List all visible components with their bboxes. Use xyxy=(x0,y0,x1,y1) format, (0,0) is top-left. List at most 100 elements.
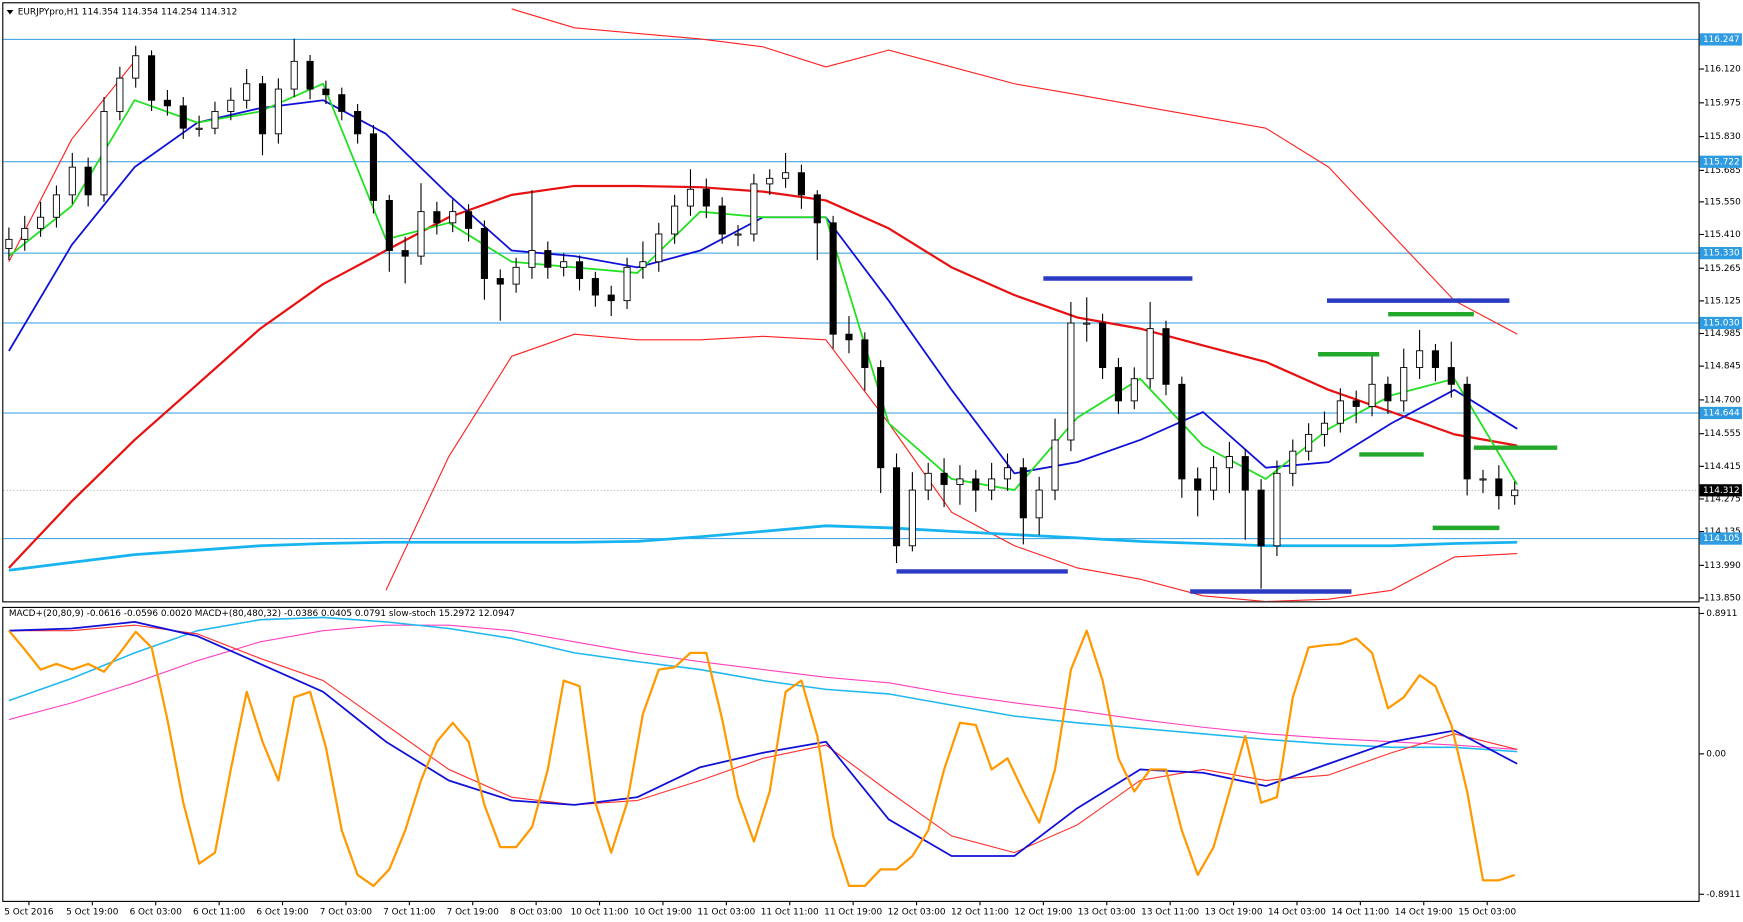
candle-body xyxy=(655,233,663,263)
x-tick-label: 10 Oct 11:00 xyxy=(571,907,629,917)
candle-body xyxy=(1495,478,1503,497)
x-tick-label: 13 Oct 11:00 xyxy=(1141,907,1199,917)
candle-body xyxy=(512,266,520,285)
candle-body xyxy=(591,278,599,296)
candle-body xyxy=(1114,367,1122,402)
candle-body xyxy=(1273,472,1281,547)
y-tick-label: 114.415 xyxy=(1704,462,1741,472)
candle-body xyxy=(797,172,805,196)
candle-body xyxy=(1035,489,1043,519)
x-tick-label: 7 Oct 03:00 xyxy=(320,907,373,917)
candle-body xyxy=(607,294,615,302)
price-plot xyxy=(3,8,1699,602)
y-tick-label: 114.700 xyxy=(1704,395,1741,405)
level-label: 115.722 xyxy=(1703,157,1740,167)
x-tick-label: 12 Oct 03:00 xyxy=(888,907,946,917)
candle-body xyxy=(1479,478,1487,481)
candle-body xyxy=(369,133,378,201)
candle-body xyxy=(829,222,837,335)
y-tick-label: 113.990 xyxy=(1704,561,1741,571)
moving-average xyxy=(8,8,1518,335)
candle-body xyxy=(116,77,124,112)
y-tick-label: 114.135 xyxy=(1704,527,1741,537)
level-label: 115.330 xyxy=(1703,249,1740,259)
candle-body xyxy=(1400,367,1408,402)
candle-body xyxy=(465,211,473,229)
candle-body xyxy=(195,127,203,130)
candle-body xyxy=(1225,456,1233,469)
y-tick-label: 115.265 xyxy=(1704,264,1741,274)
candle-body xyxy=(338,94,346,112)
indicator-line xyxy=(8,616,1518,753)
candle-body xyxy=(132,55,140,79)
y-tick-label: 0.8911 xyxy=(1706,609,1737,619)
candle-body xyxy=(686,188,695,207)
candle-body xyxy=(52,194,61,218)
candle-body xyxy=(924,472,932,491)
y-tick-label: 113.850 xyxy=(1704,593,1741,603)
x-tick-label: 13 Oct 19:00 xyxy=(1205,907,1263,917)
price-panel-frame xyxy=(2,2,1700,603)
candle-body xyxy=(972,478,980,491)
y-tick-label: 114.985 xyxy=(1704,329,1741,339)
candle-body xyxy=(1194,478,1202,491)
candle-body xyxy=(1162,328,1170,385)
candle-body xyxy=(179,105,187,129)
x-tick-label: 11 Oct 19:00 xyxy=(824,907,882,917)
candle-body xyxy=(385,200,393,251)
level-label: 114.105 xyxy=(1703,534,1740,544)
x-tick-label: 12 Oct 11:00 xyxy=(951,907,1009,917)
x-tick-label: 14 Oct 19:00 xyxy=(1395,907,1453,917)
y-tick-label: 114.275 xyxy=(1704,494,1741,504)
y-tick-label: 115.975 xyxy=(1704,98,1741,108)
candle-body xyxy=(322,88,330,96)
level-tag xyxy=(1699,246,1742,260)
candle-body xyxy=(1511,489,1519,497)
candle-body xyxy=(1178,383,1186,480)
candle-body xyxy=(84,166,92,196)
candle-body xyxy=(243,83,251,101)
y-tick-label: 115.410 xyxy=(1704,230,1741,240)
indicator-line xyxy=(8,624,1518,750)
x-tick-label: 13 Oct 03:00 xyxy=(1078,907,1136,917)
candle-body xyxy=(1146,328,1154,380)
candle-body xyxy=(908,489,916,547)
x-tick-label: 14 Oct 03:00 xyxy=(1268,907,1326,917)
y-tick-label: 115.550 xyxy=(1704,197,1741,207)
indicator-line xyxy=(8,624,1518,854)
current-price-label: 114.312 xyxy=(1703,486,1740,496)
candle-body xyxy=(734,233,742,236)
x-tick-label: 6 Oct 19:00 xyxy=(256,907,309,917)
x-tick-label: 5 Oct 2016 xyxy=(4,907,54,917)
indicator-line xyxy=(8,621,1518,857)
moving-average xyxy=(8,524,1518,572)
current-price-tag xyxy=(1699,484,1742,497)
candle-body xyxy=(575,261,584,279)
menu-arrow[interactable] xyxy=(6,10,14,15)
candle-body xyxy=(147,55,156,101)
level-label: 114.644 xyxy=(1703,408,1740,418)
candle-body xyxy=(274,88,282,135)
candle-body xyxy=(1083,322,1091,325)
candle-body xyxy=(1051,439,1059,491)
candle-body xyxy=(750,183,758,235)
candle-body xyxy=(21,227,29,240)
y-tick-label: 115.830 xyxy=(1704,132,1741,142)
x-tick-label: 10 Oct 19:00 xyxy=(634,907,692,917)
candle-body xyxy=(671,205,679,235)
x-tick-label: 7 Oct 11:00 xyxy=(383,907,436,917)
level-label: 116.247 xyxy=(1703,35,1740,45)
x-tick-label: 15 Oct 03:00 xyxy=(1458,907,1516,917)
candle-body xyxy=(37,216,45,229)
candle-body xyxy=(623,266,631,302)
candle-body xyxy=(718,205,726,235)
x-tick-label: 6 Oct 03:00 xyxy=(130,907,183,917)
x-tick-label: 11 Oct 11:00 xyxy=(761,907,819,917)
y-tick-label: 114.555 xyxy=(1704,429,1741,439)
candle-body xyxy=(1257,489,1265,547)
candle-body xyxy=(845,333,853,341)
candle-body xyxy=(892,467,901,547)
candle-body xyxy=(1368,383,1376,407)
